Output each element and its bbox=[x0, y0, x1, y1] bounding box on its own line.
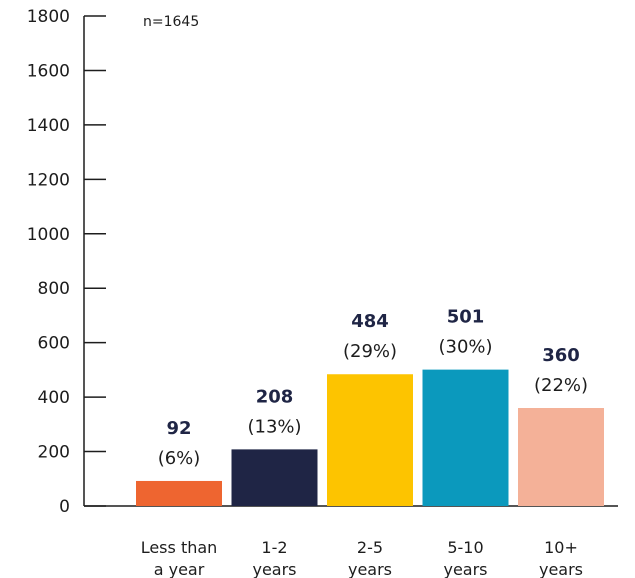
x-tick-label: years bbox=[443, 560, 487, 578]
y-tick-label: 1200 bbox=[27, 170, 70, 190]
bar-percent-label: (29%) bbox=[343, 341, 397, 362]
bar-value-label: 360 bbox=[542, 345, 580, 366]
x-tick-label: 10+ bbox=[544, 538, 578, 557]
x-tick-label: 2-5 bbox=[357, 538, 383, 557]
y-tick-label: 1600 bbox=[27, 61, 70, 81]
y-tick-label: 200 bbox=[38, 443, 70, 463]
bar-value-label: 501 bbox=[447, 307, 485, 328]
bar bbox=[422, 369, 509, 506]
y-tick-label: 600 bbox=[38, 334, 70, 354]
bar-value-label: 92 bbox=[166, 418, 191, 439]
bar bbox=[327, 374, 413, 506]
sample-size-note: n=1645 bbox=[143, 14, 199, 30]
bar-percent-label: (30%) bbox=[438, 337, 492, 358]
y-tick-label: 800 bbox=[38, 279, 70, 299]
bar-percent-label: (13%) bbox=[247, 416, 301, 437]
y-tick-label: 1000 bbox=[27, 225, 70, 245]
y-tick-label: 0 bbox=[59, 497, 70, 517]
y-tick-label: 1800 bbox=[27, 7, 70, 27]
bar-value-label: 208 bbox=[256, 386, 294, 407]
y-tick-label: 400 bbox=[38, 388, 70, 408]
x-tick-label: years bbox=[252, 560, 296, 578]
y-tick-label: 1400 bbox=[27, 116, 70, 136]
x-tick-label: a year bbox=[154, 560, 205, 578]
bar-percent-label: (22%) bbox=[534, 375, 588, 396]
bar-value-label: 484 bbox=[351, 311, 389, 332]
x-tick-label: years bbox=[348, 560, 392, 578]
y-axis-ticks: 0 200 400 600 800 1000 1200 1400 1600 1800 bbox=[27, 7, 106, 517]
x-tick-label: Less than bbox=[141, 538, 218, 557]
x-tick-label: 1-2 bbox=[261, 538, 287, 557]
bars: 92 (6%) 208 (13%) 484 (29%) 501 (30%) 360 (22%) bbox=[136, 307, 604, 506]
x-axis-labels: Less than a year 1-2 years 2-5 years 5-10 years… bbox=[141, 538, 583, 578]
x-tick-label: 5-10 bbox=[447, 538, 483, 557]
bar bbox=[518, 408, 604, 506]
x-tick-label: years bbox=[539, 560, 583, 578]
bar bbox=[136, 480, 222, 506]
bar-percent-label: (6%) bbox=[158, 448, 201, 469]
bar bbox=[231, 449, 318, 506]
